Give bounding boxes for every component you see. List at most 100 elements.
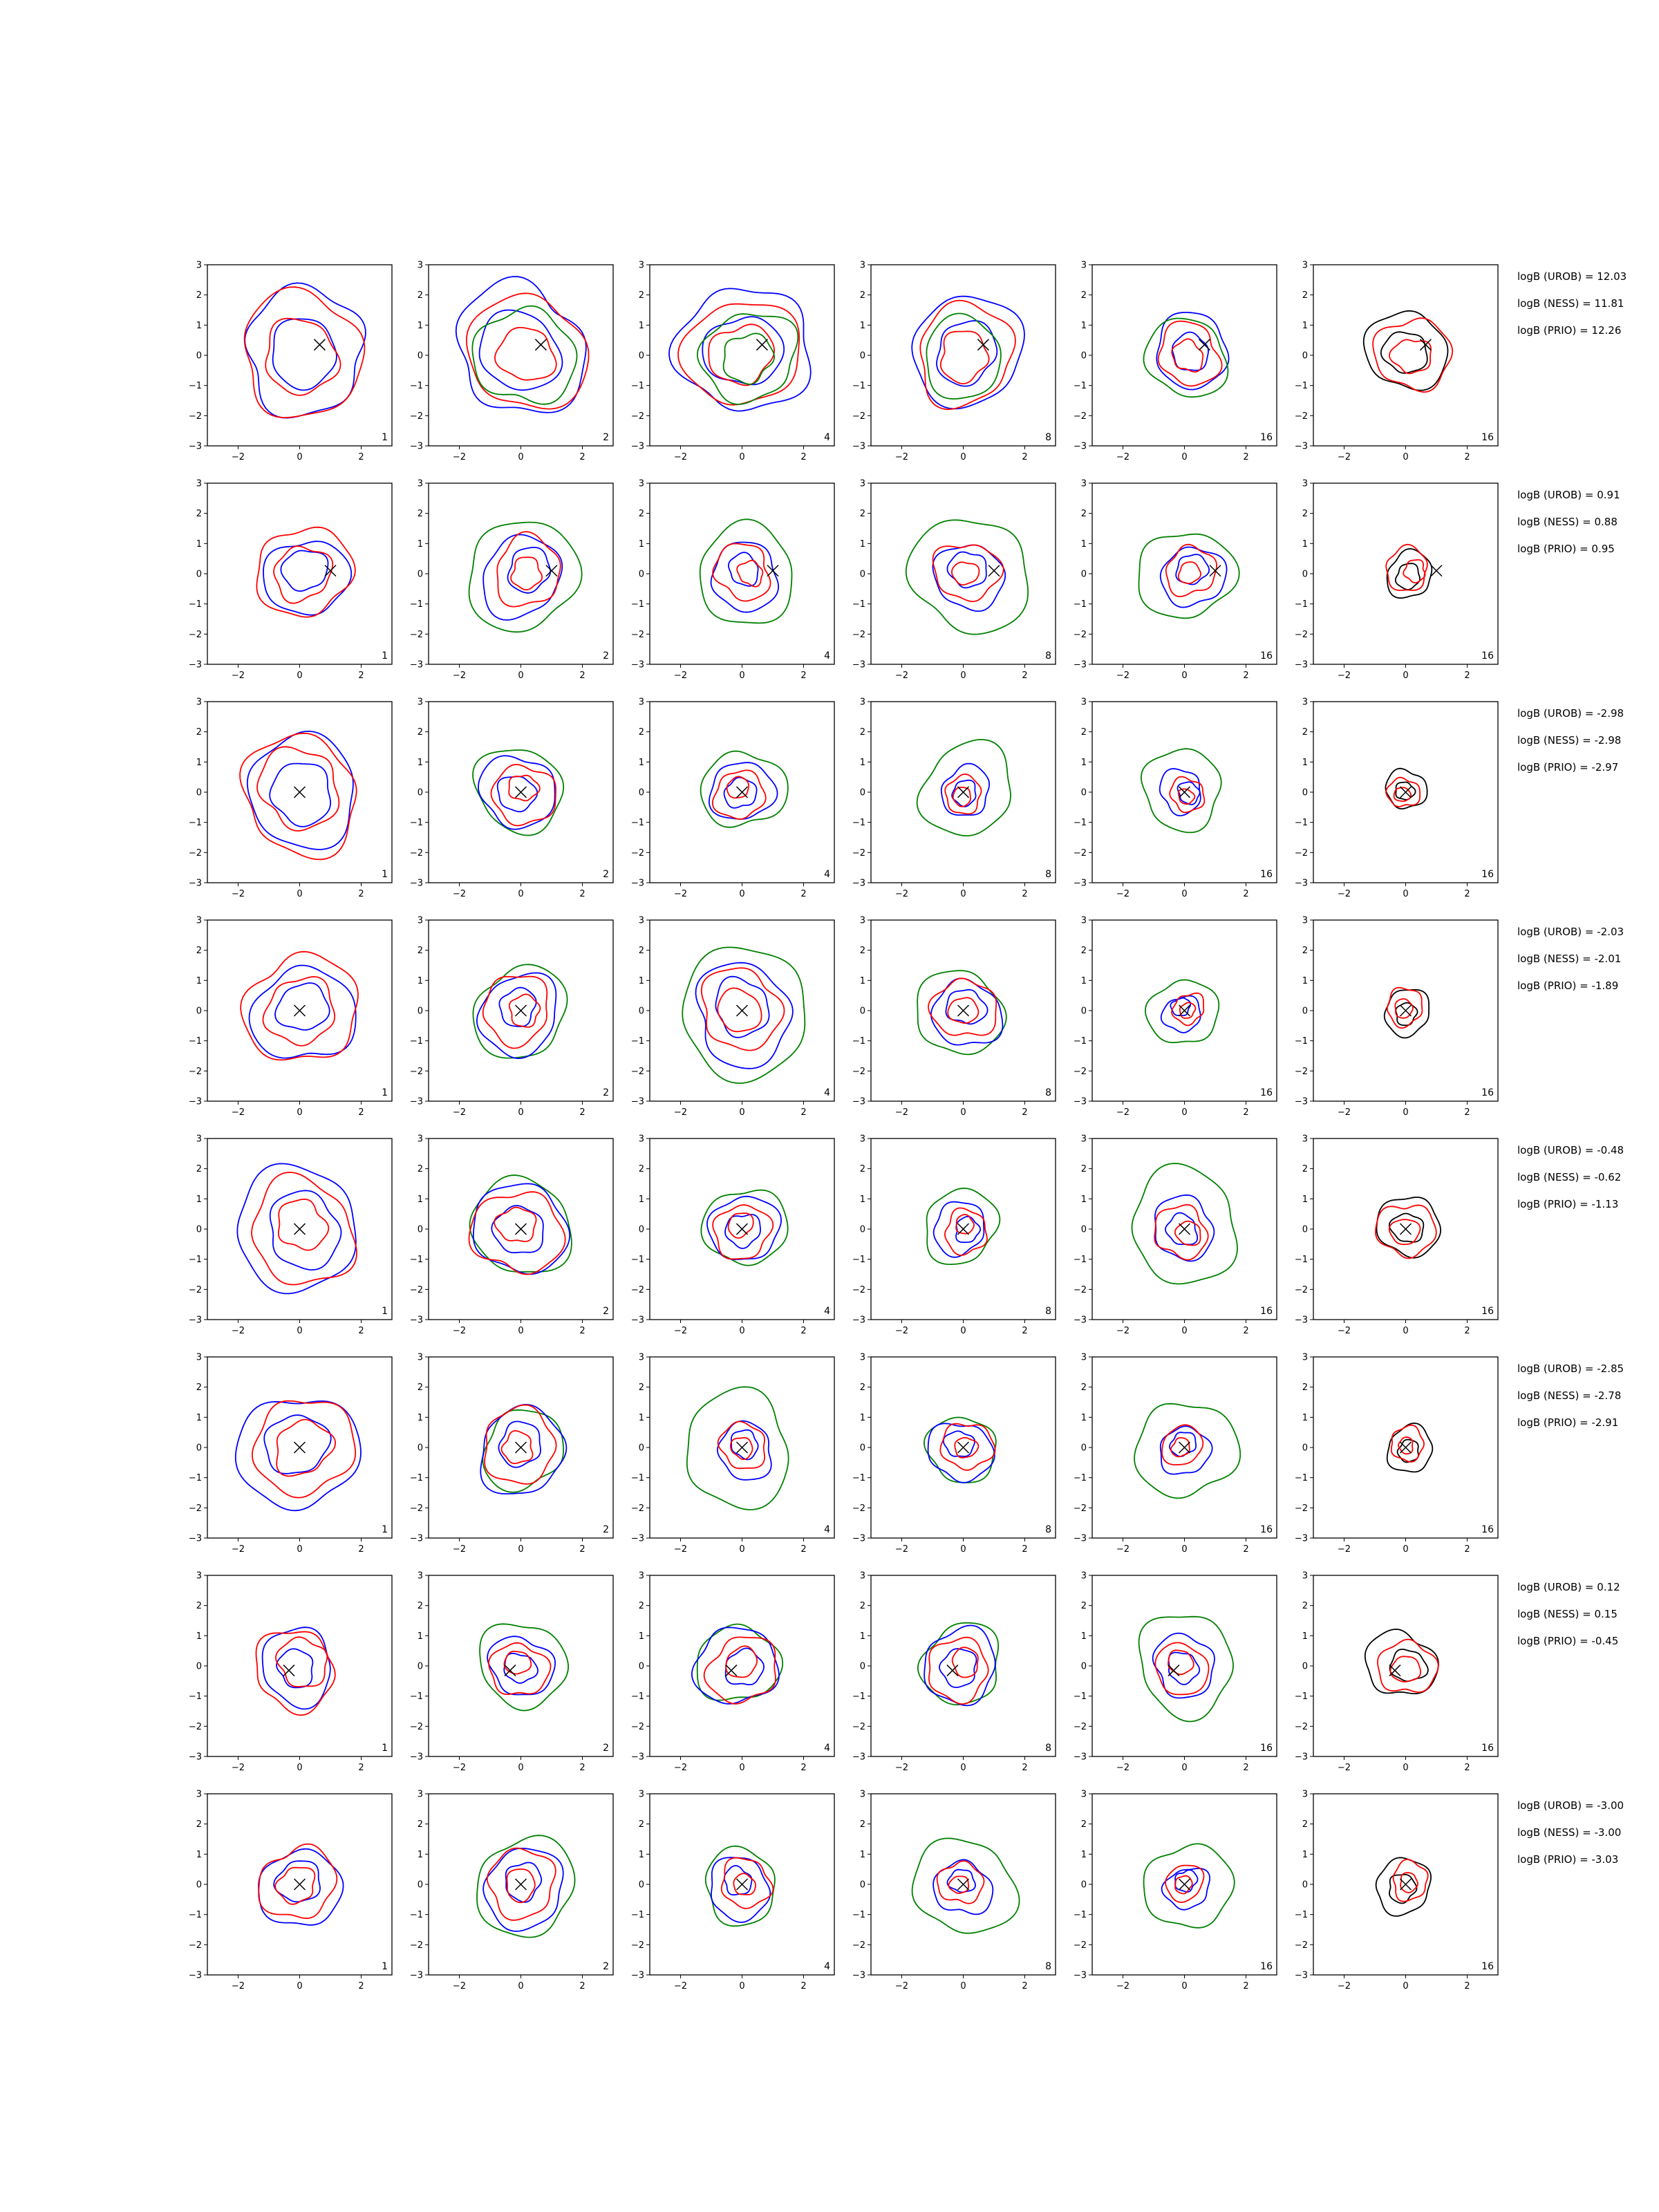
contour-blue-line (498, 986, 537, 1027)
contour-green-line (696, 1623, 784, 1701)
y-tick-label: −2 (410, 1940, 423, 1951)
y-tick-label: −1 (1295, 1036, 1308, 1047)
true-value-marker (1399, 786, 1412, 798)
contour-green-line (686, 1386, 789, 1510)
y-tick-label: −3 (1295, 1971, 1308, 1981)
contour-red-line (465, 292, 590, 410)
panel-r2-c6: −3 −2 −1 0 1 2 3 −2 0 2 16 (1295, 479, 1499, 681)
y-tick-label: 3 (196, 697, 202, 708)
x-tick-label: 0 (518, 1981, 523, 1991)
x-tick-label: 2 (358, 889, 364, 899)
panel-r5-c3: −3 −2 −1 0 1 2 3 −2 0 2 4 (631, 1134, 835, 1336)
panel-r7-c3: −3 −2 −1 0 1 2 3 −2 0 2 4 (631, 1571, 835, 1773)
contour-red-line (736, 559, 764, 588)
contour-red-line (727, 1212, 754, 1239)
true-value-marker (1389, 1665, 1401, 1677)
x-tick-label: 0 (1403, 1326, 1408, 1336)
x-tick-label: 2 (1464, 889, 1470, 899)
x-tick-label: 2 (579, 452, 585, 462)
x-tick-label: −2 (453, 1981, 466, 1991)
y-tick-label: −1 (189, 1691, 202, 1702)
contour-red-line (251, 1400, 357, 1499)
true-value-marker (1399, 1878, 1412, 1891)
true-value-marker (977, 339, 989, 351)
contour-green-line (479, 1623, 570, 1712)
y-tick-label: 3 (1081, 1571, 1087, 1582)
y-tick-label: −1 (410, 599, 423, 610)
contour-blue-line (234, 1400, 362, 1512)
y-tick-label: 3 (1302, 1353, 1308, 1363)
panel-r1-c2: −3 −2 −1 0 1 2 3 −2 0 2 2 (410, 261, 614, 462)
y-tick-label: 3 (418, 261, 423, 271)
y-tick-label: −1 (852, 1255, 865, 1265)
y-tick-label: 0 (418, 788, 423, 798)
y-tick-label: −2 (852, 848, 865, 859)
y-tick-label: 2 (1302, 509, 1308, 519)
true-value-marker (313, 339, 326, 351)
x-tick-label: −2 (674, 671, 687, 681)
y-tick-label: 1 (196, 1413, 202, 1423)
panel-r5-c1: −3 −2 −1 0 1 2 3 −2 0 2 1 (189, 1134, 393, 1336)
y-tick-label: −1 (631, 1255, 644, 1265)
x-tick-label: −2 (895, 889, 908, 899)
contour-blue-line (932, 1859, 994, 1915)
y-tick-label: −3 (852, 442, 865, 452)
panel-r8-c4: −3 −2 −1 0 1 2 3 −2 0 2 8 (852, 1790, 1056, 1991)
x-tick-label: 0 (518, 1763, 523, 1773)
y-tick-label: 3 (860, 1790, 865, 1800)
y-tick-label: 2 (1302, 1819, 1308, 1830)
y-tick-label: 3 (860, 1353, 865, 1363)
y-tick-label: 1 (1302, 976, 1308, 986)
contour-black-line (1389, 1874, 1418, 1904)
contour-blue-line (951, 779, 977, 807)
y-tick-label: 2 (418, 1164, 423, 1174)
y-tick-label: −1 (1074, 818, 1087, 828)
contour-red-line (1390, 1424, 1425, 1463)
y-tick-label: 0 (196, 351, 202, 362)
x-tick-label: 2 (1022, 1544, 1027, 1555)
contour-red-line (725, 1645, 758, 1678)
contour-blue-line (482, 534, 563, 621)
y-tick-label: −3 (410, 1752, 423, 1763)
y-tick-label: −3 (1295, 879, 1308, 889)
y-tick-label: −1 (1074, 599, 1087, 610)
y-tick-label: −3 (631, 1752, 644, 1763)
y-tick-label: 0 (1081, 1880, 1087, 1891)
contour-blue-line (487, 1635, 556, 1696)
y-tick-label: −3 (631, 1534, 644, 1544)
panel-r1-c3: −3 −2 −1 0 1 2 3 −2 0 2 4 (631, 261, 835, 462)
y-tick-label: −1 (1295, 1691, 1308, 1702)
y-tick-label: −2 (631, 1722, 644, 1732)
y-tick-label: 3 (418, 697, 423, 708)
panel-r4-c3: −3 −2 −1 0 1 2 3 −2 0 2 4 (631, 916, 835, 1118)
y-tick-label: 1 (639, 976, 644, 986)
y-tick-label: −3 (852, 879, 865, 889)
panel-r8-c6: −3 −2 −1 0 1 2 3 −2 0 2 16 (1295, 1790, 1499, 1991)
true-value-marker (735, 1878, 749, 1891)
x-tick-label: 0 (518, 452, 523, 462)
y-tick-label: 3 (860, 697, 865, 708)
y-tick-label: 2 (860, 727, 865, 738)
sample-count-label: 1 (382, 1087, 388, 1098)
sample-count-label: 16 (1260, 1087, 1273, 1098)
y-tick-label: 0 (196, 1662, 202, 1672)
sample-count-label: 16 (1481, 869, 1494, 880)
logb-annotation: logB (NESS) = -2.01 (1517, 953, 1621, 965)
y-tick-label: 0 (1081, 570, 1087, 580)
y-tick-label: 2 (1081, 946, 1087, 956)
y-tick-label: −3 (631, 660, 644, 671)
x-tick-label: 2 (800, 1326, 806, 1336)
panel-r4-c4: −3 −2 −1 0 1 2 3 −2 0 2 8 (852, 916, 1056, 1118)
contour-green-line (905, 519, 1029, 635)
contour-red-line (928, 977, 997, 1036)
contour-blue-line (723, 776, 758, 809)
true-value-marker (293, 1878, 306, 1891)
contour-green-line (1134, 1403, 1241, 1499)
sample-count-label: 16 (1481, 650, 1494, 662)
sample-count-label: 8 (1045, 650, 1051, 662)
y-tick-label: −3 (1295, 1752, 1308, 1763)
contour-red-line (258, 1843, 338, 1920)
logb-annotation: logB (UROB) = -2.03 (1517, 926, 1624, 938)
y-tick-label: 0 (1302, 1006, 1308, 1017)
y-tick-label: 0 (860, 788, 865, 798)
